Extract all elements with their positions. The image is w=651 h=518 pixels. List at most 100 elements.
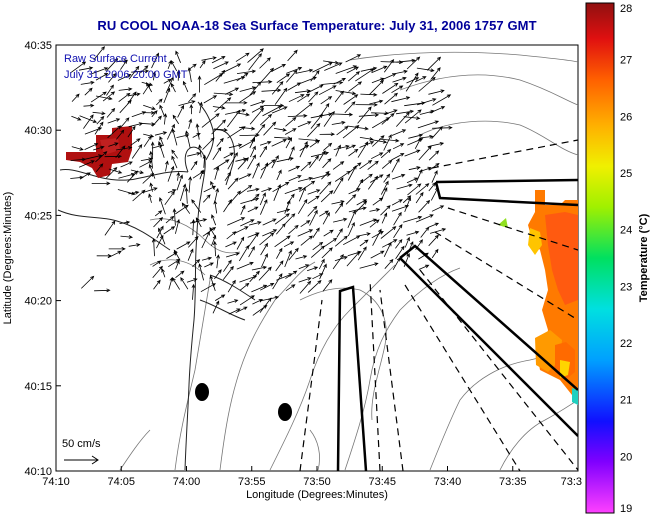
current-vector — [334, 112, 354, 117]
current-vector — [234, 226, 249, 234]
current-vector — [118, 172, 136, 179]
current-vector — [209, 226, 216, 237]
current-vector — [407, 183, 422, 196]
current-vector — [235, 52, 250, 62]
current-vector — [312, 227, 320, 239]
current-vector — [406, 56, 421, 70]
current-vector — [259, 57, 271, 69]
current-vector — [84, 87, 93, 96]
x-tick-label: 74:05 — [107, 476, 135, 488]
current-vector — [324, 62, 343, 71]
current-vector — [403, 215, 423, 223]
current-vector — [285, 128, 297, 135]
current-vector — [334, 202, 344, 214]
x-tick-label: 74:00 — [173, 476, 201, 488]
current-vector — [348, 71, 361, 82]
current-vector — [102, 91, 116, 102]
current-vector — [299, 280, 312, 294]
current-vector — [214, 166, 220, 180]
current-vector — [347, 209, 356, 229]
current-vector — [419, 134, 434, 139]
current-vector — [115, 145, 126, 159]
current-vector — [214, 97, 232, 113]
x-tick-label: 73:3 — [561, 476, 582, 488]
current-vector — [188, 93, 197, 103]
current-vector — [189, 103, 194, 115]
current-vector — [274, 127, 287, 132]
current-vector — [239, 91, 257, 103]
scale-label: 50 cm/s — [62, 438, 101, 450]
current-vector — [344, 101, 356, 114]
current-vector — [176, 171, 181, 181]
current-vector — [369, 174, 384, 183]
current-vector — [260, 162, 269, 179]
current-vector — [259, 141, 272, 146]
current-vector — [392, 257, 401, 270]
current-vector — [426, 56, 442, 71]
current-vector — [430, 67, 441, 80]
current-vector — [203, 194, 211, 203]
current-vector — [236, 236, 245, 250]
current-vector — [176, 241, 191, 250]
current-vector — [322, 158, 332, 169]
current-vector — [294, 89, 312, 94]
current-vector — [252, 80, 273, 84]
current-vector — [323, 110, 335, 127]
current-vector — [261, 187, 273, 192]
current-vector — [142, 172, 155, 184]
current-vector — [259, 145, 268, 158]
current-vector — [198, 144, 202, 158]
radar-coverage-lines — [299, 139, 578, 471]
current-vector — [161, 268, 166, 278]
current-vector — [209, 275, 216, 292]
current-vector — [288, 165, 301, 172]
current-vector — [239, 295, 255, 306]
current-vector — [119, 99, 132, 114]
current-vector — [261, 88, 282, 93]
current-vector — [153, 279, 161, 290]
current-vector — [335, 65, 358, 74]
current-vector — [406, 241, 414, 256]
current-vector — [171, 149, 178, 159]
current-vector — [295, 255, 308, 260]
current-vector — [178, 100, 196, 106]
current-vector — [175, 50, 181, 63]
current-vector — [165, 215, 175, 224]
current-vector — [346, 66, 360, 74]
current-vector — [119, 220, 131, 225]
current-vector — [143, 110, 156, 115]
current-vector — [236, 112, 250, 117]
current-vector — [108, 142, 119, 147]
current-vector — [173, 249, 181, 260]
current-vector — [143, 104, 156, 110]
current-vector — [263, 121, 277, 136]
x-axis: 74:10 74:05 74:00 73:55 73:50 73:45 73:40 73:35… — [42, 466, 582, 488]
current-vector — [323, 142, 333, 151]
current-vector — [236, 69, 257, 74]
current-vector — [197, 75, 202, 93]
current-vector — [201, 56, 217, 61]
current-vector — [355, 200, 368, 213]
current-vector — [262, 218, 277, 226]
current-vector — [95, 95, 113, 101]
current-vector — [164, 190, 175, 206]
current-vector — [71, 93, 80, 102]
current-vector — [416, 98, 437, 106]
current-vector — [415, 239, 423, 250]
colorbar-tick-label: 26 — [620, 111, 632, 123]
current-vector — [285, 117, 297, 127]
current-vector — [343, 94, 359, 105]
current-vector — [107, 118, 121, 124]
current-vector — [395, 245, 405, 260]
current-vector — [346, 251, 360, 267]
current-vector — [276, 169, 282, 181]
current-vector — [236, 261, 254, 270]
current-vector — [408, 166, 421, 171]
current-vector — [380, 205, 391, 216]
sst-hot-patch — [66, 126, 132, 178]
current-vector — [391, 199, 403, 206]
current-vector — [211, 214, 217, 226]
current-vector — [331, 200, 345, 205]
current-vector — [163, 87, 171, 104]
colorbar-label: Temperature (°C) — [638, 213, 650, 302]
